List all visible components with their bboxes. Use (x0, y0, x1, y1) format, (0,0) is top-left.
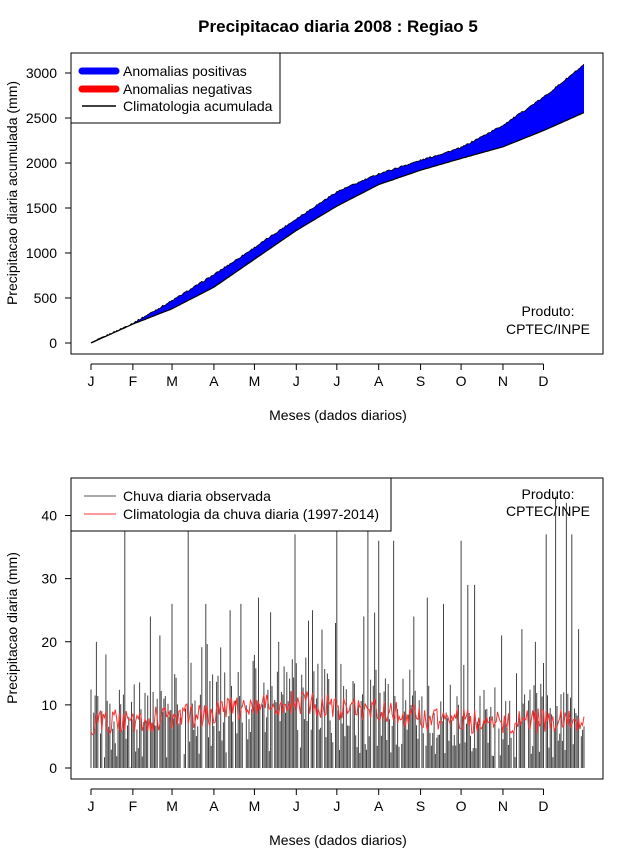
daily-climatology-line (90, 690, 585, 736)
bottom-y-tick-label: 30 (41, 571, 57, 587)
positive-anomaly-area (91, 64, 584, 343)
top-x-tick-label: O (456, 373, 467, 389)
bottom-chart: 0 10 20 30 40 J F M A M J J A S O N D Meses (dados diar… (4, 477, 604, 848)
legend-label-climatology: Climatologia acumulada (123, 98, 273, 114)
bottom-x-tick-label: O (456, 798, 467, 814)
top-x-tick-label: J (293, 373, 300, 389)
top-x-axis-label: Meses (dados diarios) (269, 407, 407, 423)
chart-title: Precipitacao diaria 2008 : Regiao 5 (198, 17, 478, 36)
top-chart: 0 500 1000 1500 2000 2500 3000 J F M A M J J A S O N D Me… (4, 52, 604, 423)
bottom-x-tick-label: D (538, 798, 548, 814)
top-x-tick-label: F (129, 373, 138, 389)
climatology-cumulative-line (90, 112, 585, 344)
top-x-tick-label: A (209, 373, 219, 389)
bottom-x-tick-label: N (498, 798, 508, 814)
bottom-legend: Chuva diaria observada Climatologia da c… (70, 477, 392, 532)
bottom-x-tick-label: J (88, 798, 95, 814)
bottom-x-tick-label: A (209, 798, 219, 814)
bottom-y-axis: 0 10 20 30 40 (41, 508, 72, 776)
bottom-legend-box (70, 477, 392, 532)
top-annotation-line2: CPTEC/INPE (506, 321, 590, 337)
observed-cumulative-line (90, 63, 585, 344)
bottom-y-tick-label: 40 (41, 508, 57, 524)
top-y-tick-label: 3000 (26, 65, 57, 81)
legend-label-climatology-daily: Climatologia da chuva diaria (1997-2014) (123, 506, 379, 522)
bottom-x-tick-label: M (249, 798, 261, 814)
top-x-tick-label: M (249, 373, 261, 389)
top-y-tick-label: 1000 (26, 245, 57, 261)
bottom-x-tick-label: J (293, 798, 300, 814)
top-x-tick-label: J (333, 373, 340, 389)
top-y-axis-label: Precipitacao diaria acumulada (mm) (4, 81, 20, 305)
bottom-x-tick-label: F (129, 798, 138, 814)
bottom-y-tick-label: 20 (41, 634, 57, 650)
top-annotation-line1: Produto: (522, 303, 575, 319)
top-x-tick-label: A (374, 373, 384, 389)
legend-label-observed: Chuva diaria observada (123, 488, 271, 504)
bottom-y-tick-label: 0 (49, 760, 57, 776)
bottom-annotation-line1: Produto: (522, 486, 575, 502)
legend-label-negative: Anomalias negativas (123, 81, 252, 97)
bottom-x-tick-label: A (374, 798, 384, 814)
top-y-tick-label: 2500 (26, 110, 57, 126)
top-x-tick-label: D (538, 373, 548, 389)
bottom-y-tick-label: 10 (41, 697, 57, 713)
top-x-tick-label: N (498, 373, 508, 389)
bottom-x-tick-label: J (333, 798, 340, 814)
top-y-axis: 0 500 1000 1500 2000 2500 3000 (26, 65, 72, 351)
legend-label-positive: Anomalias positivas (123, 63, 247, 79)
top-x-tick-label: J (88, 373, 95, 389)
bottom-x-tick-label: M (166, 798, 178, 814)
top-y-tick-label: 2000 (26, 155, 57, 171)
bottom-chart-marks (90, 496, 585, 768)
top-y-tick-label: 1500 (26, 200, 57, 216)
bottom-annotation-line2: CPTEC/INPE (506, 503, 590, 519)
bottom-x-axis-label: Meses (dados diarios) (269, 832, 407, 848)
top-y-tick-label: 500 (34, 290, 58, 306)
top-y-tick-label: 0 (49, 335, 57, 351)
bottom-x-tick-label: S (416, 798, 425, 814)
top-chart-marks (90, 63, 585, 344)
bottom-y-axis-label: Precipitacao diaria (mm) (4, 552, 20, 704)
top-x-tick-label: M (166, 373, 178, 389)
top-legend: Anomalias positivas Anomalias negativas … (70, 52, 281, 124)
top-x-tick-label: S (416, 373, 425, 389)
